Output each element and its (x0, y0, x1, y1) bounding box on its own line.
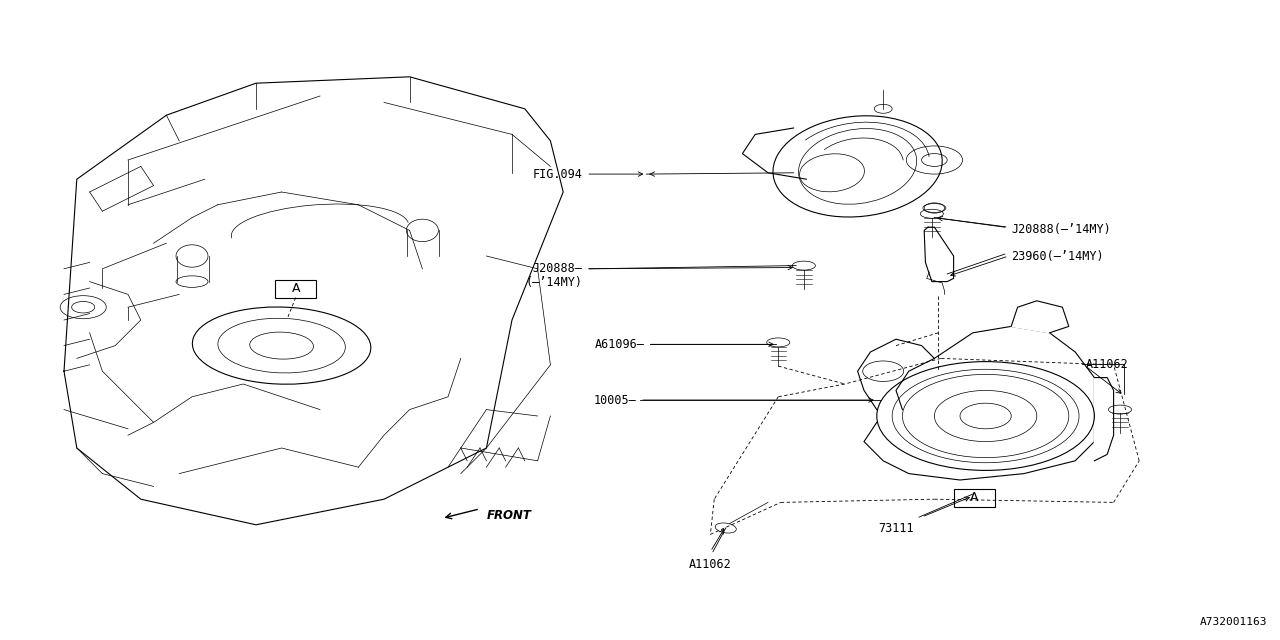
Text: (―’14MY): (―’14MY) (525, 276, 582, 289)
Text: A11062: A11062 (689, 558, 732, 571)
Text: FRONT: FRONT (486, 509, 531, 522)
Polygon shape (858, 339, 934, 410)
Text: A61096―: A61096― (595, 338, 645, 351)
Text: J20888―: J20888― (532, 262, 582, 275)
Bar (954, 489, 995, 507)
Polygon shape (1094, 378, 1114, 461)
Text: A: A (292, 282, 300, 295)
Text: A: A (970, 492, 978, 504)
Text: A732001163: A732001163 (1199, 617, 1267, 627)
Bar (275, 280, 316, 298)
Text: J20888(―’14MY): J20888(―’14MY) (1011, 223, 1111, 236)
Text: 10005―: 10005― (594, 394, 636, 406)
Polygon shape (1011, 301, 1069, 333)
Text: 23960(―’14MY): 23960(―’14MY) (1011, 250, 1103, 262)
Polygon shape (64, 77, 563, 525)
Text: A11062: A11062 (1085, 358, 1128, 371)
Text: 73111: 73111 (878, 522, 914, 534)
Text: FIG.094: FIG.094 (532, 168, 582, 180)
Polygon shape (924, 227, 954, 282)
